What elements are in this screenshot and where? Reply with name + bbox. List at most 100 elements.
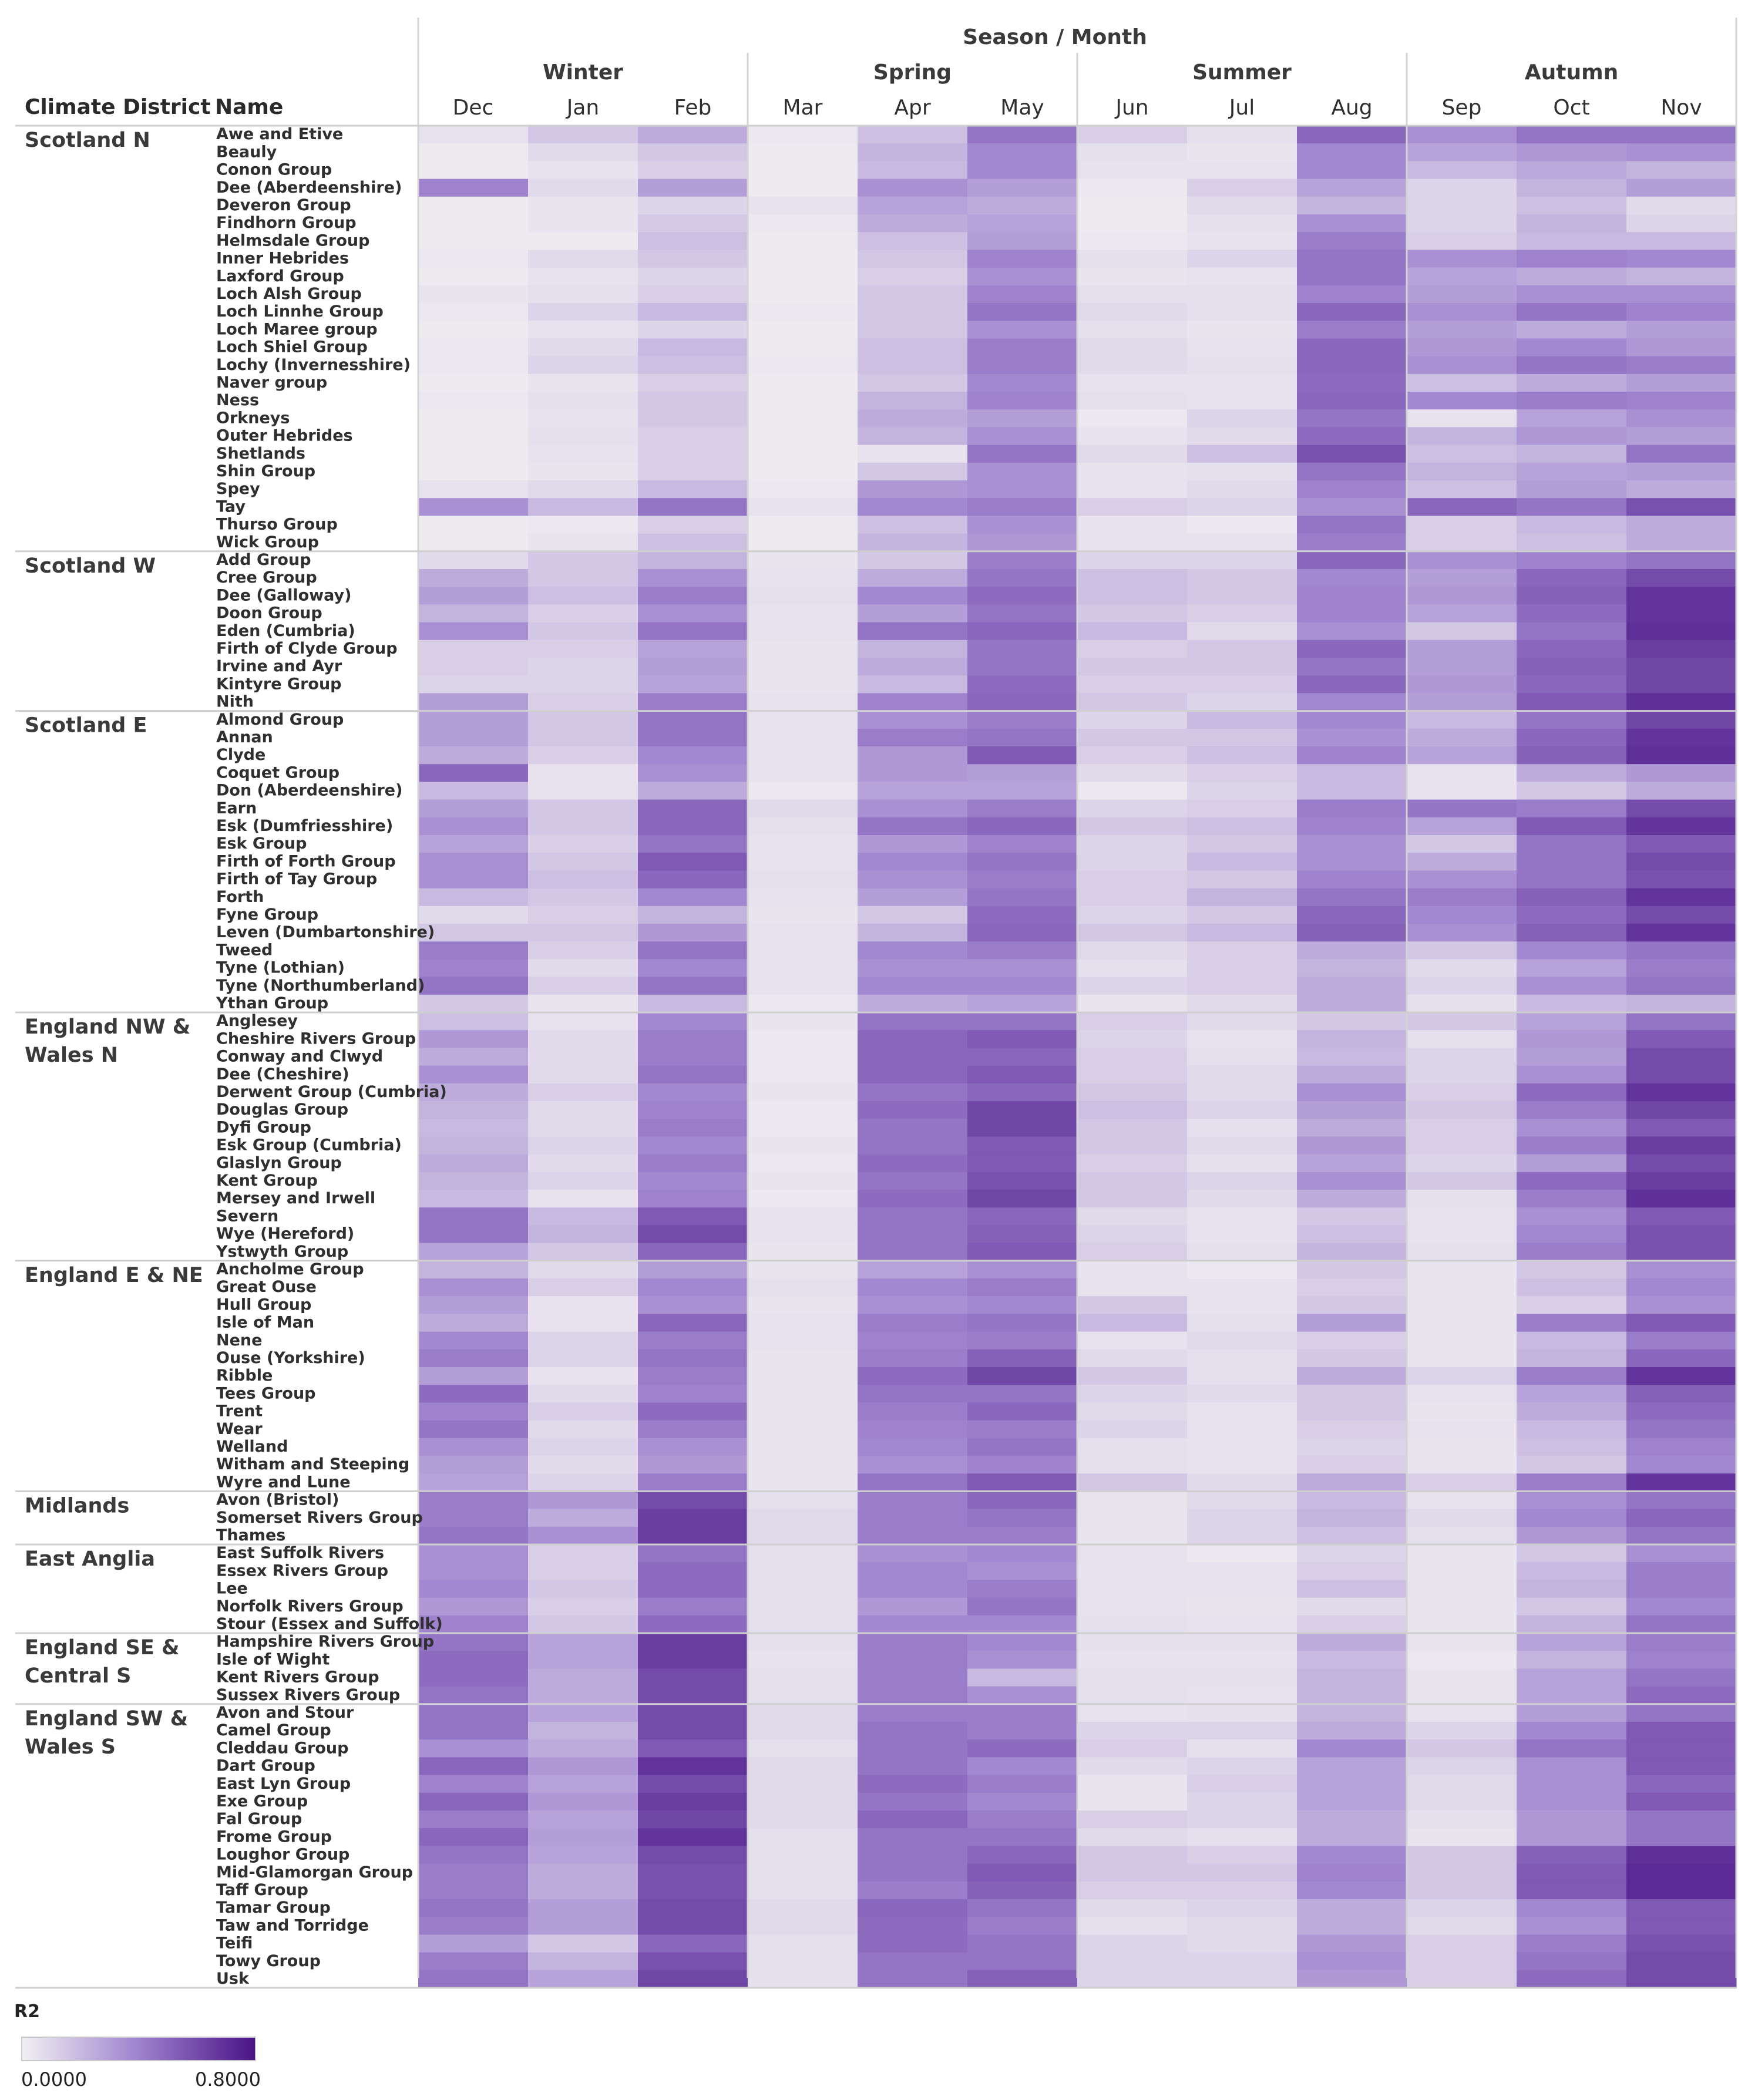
district-label: Wales S xyxy=(25,1735,116,1759)
heatmap-cell xyxy=(1626,622,1737,641)
heatmap-cell xyxy=(748,1065,858,1084)
heatmap-cell xyxy=(748,569,858,587)
heatmap-cell xyxy=(1517,693,1627,712)
heatmap-cell xyxy=(1077,1456,1188,1474)
heatmap-cell xyxy=(638,1136,748,1155)
heatmap-cell xyxy=(748,338,858,357)
heatmap-cell xyxy=(967,1757,1078,1776)
heatmap-cell xyxy=(1187,1473,1297,1492)
heatmap-cell xyxy=(1297,1970,1407,1988)
heatmap-cell xyxy=(748,285,858,304)
heatmap-cell xyxy=(418,959,529,978)
heatmap-cell xyxy=(1407,179,1517,197)
heatmap-cell xyxy=(967,143,1078,161)
heatmap-cell xyxy=(1626,782,1737,800)
heatmap-cell xyxy=(1187,1491,1297,1510)
heatmap-cell xyxy=(1517,1828,1627,1846)
heatmap-cell xyxy=(638,179,748,197)
heatmap-cell xyxy=(1407,1385,1517,1403)
heatmap-cell xyxy=(1517,604,1627,623)
heatmap-cell xyxy=(967,1615,1078,1634)
heatmap-cell xyxy=(528,1952,638,1971)
heatmap-cell xyxy=(638,1456,748,1474)
heatmap-cell xyxy=(638,551,748,570)
heatmap-cell xyxy=(528,179,638,197)
heatmap-cell xyxy=(528,196,638,215)
heatmap-cell xyxy=(1187,711,1297,729)
heatmap-cell xyxy=(858,1101,968,1119)
heatmap-cell xyxy=(1626,1810,1737,1829)
heatmap-cell xyxy=(1297,1615,1407,1634)
heatmap-cell xyxy=(858,1136,968,1155)
heatmap-cell xyxy=(858,1048,968,1066)
heatmap-cell xyxy=(638,1030,748,1048)
heatmap-cell xyxy=(1077,179,1188,197)
heatmap-cell xyxy=(1187,1154,1297,1173)
heatmap-cell xyxy=(748,764,858,782)
heatmap-cell xyxy=(1077,1296,1188,1314)
heatmap-cell xyxy=(1626,1190,1737,1208)
heatmap-cell xyxy=(1626,870,1737,889)
heatmap-cell xyxy=(748,533,858,552)
heatmap-cell xyxy=(1077,1722,1188,1740)
heatmap-cell xyxy=(1517,941,1627,960)
heatmap-cell xyxy=(1187,799,1297,818)
heatmap-cell xyxy=(1187,906,1297,924)
heatmap-cell xyxy=(418,516,529,534)
heatmap-cell xyxy=(1407,1668,1517,1687)
heatmap-cell xyxy=(1626,267,1737,286)
row-name-label: Ythan Group xyxy=(216,994,328,1012)
heatmap-cell xyxy=(967,498,1078,516)
heatmap-cell xyxy=(1297,906,1407,924)
heatmap-cell xyxy=(1517,1119,1627,1137)
heatmap-cell xyxy=(1297,1668,1407,1687)
heatmap-cell xyxy=(858,1296,968,1314)
heatmap-cell xyxy=(1407,1225,1517,1244)
heatmap-cell xyxy=(748,640,858,658)
heatmap-cell xyxy=(1407,1296,1517,1314)
heatmap-cell xyxy=(858,1119,968,1137)
heatmap-cell xyxy=(1517,569,1627,587)
heatmap-cell xyxy=(858,321,968,339)
heatmap-cell xyxy=(1297,1934,1407,1953)
heatmap-cell xyxy=(858,1207,968,1226)
heatmap-cell xyxy=(1517,356,1627,375)
heatmap-cell xyxy=(858,1562,968,1580)
heatmap-cell xyxy=(748,693,858,712)
heatmap-cell xyxy=(1297,1349,1407,1368)
heatmap-cell xyxy=(1407,853,1517,871)
heatmap-cell xyxy=(1517,179,1627,197)
heatmap-cell xyxy=(748,782,858,800)
heatmap-cell xyxy=(528,126,638,144)
heatmap-cell xyxy=(1297,356,1407,375)
heatmap-cell xyxy=(858,1792,968,1811)
heatmap-cell xyxy=(418,746,529,765)
heatmap-cell xyxy=(528,480,638,499)
heatmap-cell xyxy=(1187,977,1297,995)
heatmap-cell xyxy=(858,1509,968,1527)
heatmap-cell xyxy=(638,817,748,836)
heatmap-cell xyxy=(1297,1065,1407,1084)
heatmap-cell xyxy=(638,462,748,481)
heatmap-cell xyxy=(1517,1101,1627,1119)
heatmap-cell xyxy=(1297,1562,1407,1580)
heatmap-cell xyxy=(967,1846,1078,1865)
heatmap-cell xyxy=(1187,1065,1297,1084)
heatmap-cell xyxy=(1407,1544,1517,1563)
heatmap-cell xyxy=(1407,888,1517,907)
row-name-label: Shetlands xyxy=(216,445,305,463)
heatmap-cell xyxy=(1517,1438,1627,1456)
heatmap-cell xyxy=(1297,853,1407,871)
heatmap-cell xyxy=(967,924,1078,942)
heatmap-cell xyxy=(418,409,529,428)
heatmap-cell xyxy=(1407,1136,1517,1155)
heatmap-cell xyxy=(1297,1810,1407,1829)
heatmap-cell xyxy=(1407,356,1517,375)
heatmap-cell xyxy=(528,1810,638,1829)
heatmap-cell xyxy=(748,1686,858,1705)
heatmap-cell xyxy=(1297,1544,1407,1563)
heatmap-cell xyxy=(1407,1190,1517,1208)
heatmap-cell xyxy=(1626,533,1737,552)
heatmap-cell xyxy=(418,1775,529,1793)
heatmap-cell xyxy=(1187,640,1297,658)
